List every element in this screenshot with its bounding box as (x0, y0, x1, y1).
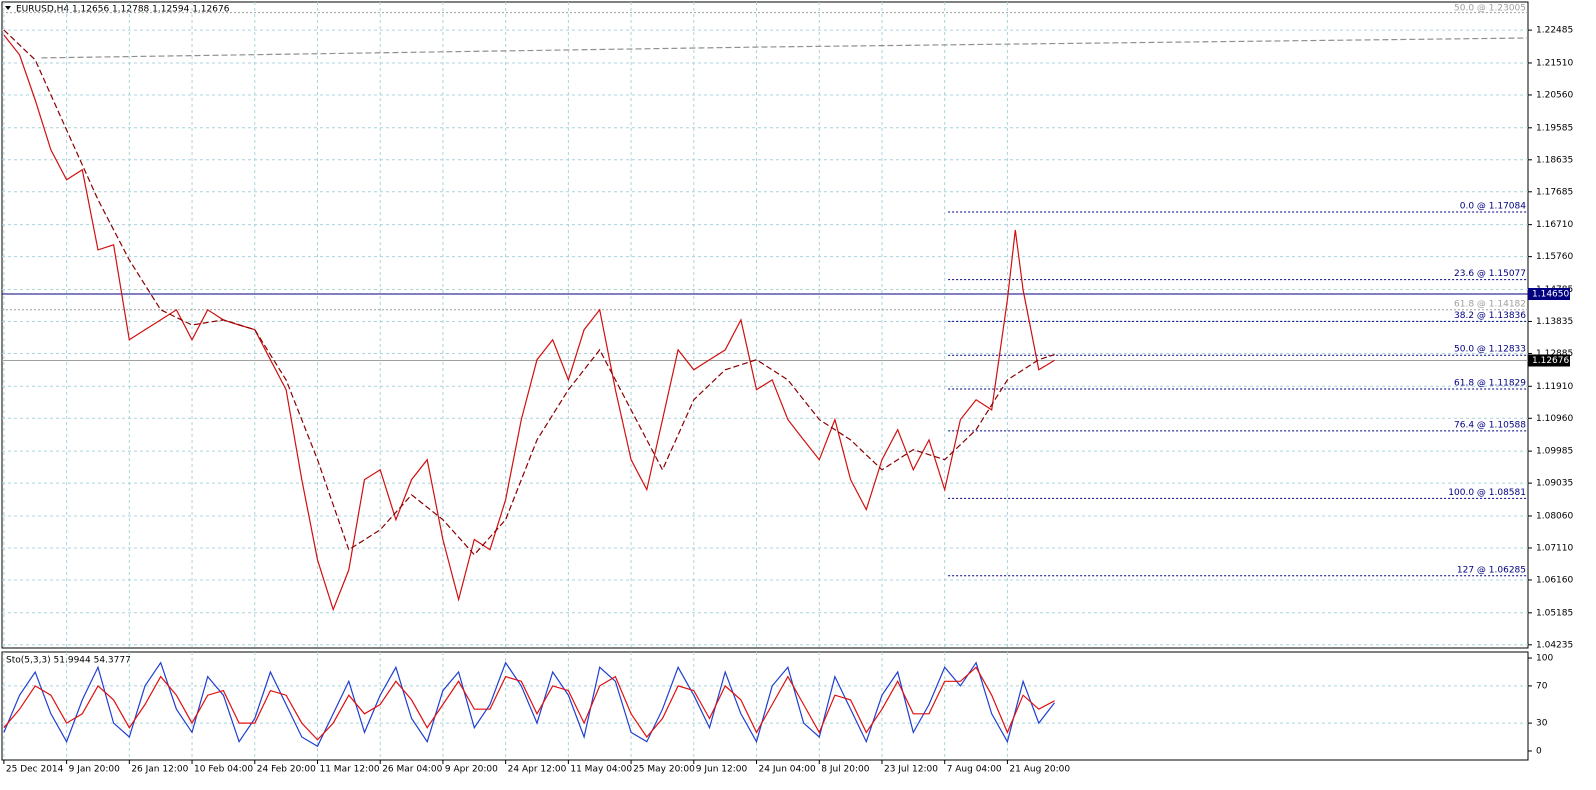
price-box (1528, 288, 1570, 301)
y-tick-label: 1.05185 (1536, 608, 1573, 618)
x-tick-label: 23 Jul 12:00 (884, 765, 938, 775)
y-tick-label: 1.18635 (1536, 155, 1573, 165)
x-tick-label: 26 Jan 12:00 (131, 765, 188, 775)
x-tick-label: 24 Feb 20:00 (257, 765, 316, 775)
y-tick-label: 1.06160 (1536, 575, 1573, 585)
x-tick-label: 25 May 20:00 (633, 765, 695, 775)
series-line (3, 29, 1055, 556)
y-tick-label: 1.10960 (1536, 414, 1573, 424)
x-tick-label: 24 Apr 12:00 (508, 765, 567, 775)
fib-label: 61.8 @ 1.11829 (1454, 379, 1526, 389)
chart-title: EURUSD,H4 1.12656 1.12788 1.12594 1.1267… (16, 5, 230, 15)
series-line (3, 661, 1055, 748)
fib-label: 50.0 @ 1.12833 (1454, 345, 1526, 355)
price-box-label: 1.12676 (1532, 356, 1569, 366)
fib-label: 127 @ 1.06285 (1457, 565, 1526, 575)
x-tick-label: 21 Aug 20:00 (1009, 765, 1070, 775)
x-tick-label: 25 Dec 2014 (6, 765, 64, 775)
y-tick-label: 1.09985 (1536, 447, 1573, 457)
fib-label: 38.2 @ 1.13836 (1454, 311, 1526, 321)
y-tick-label: 1.04235 (1536, 640, 1573, 650)
y-tick-label: 1.17685 (1536, 187, 1573, 197)
x-tick-label: 24 Jun 04:00 (759, 765, 816, 775)
y-tick-label: 1.15760 (1536, 252, 1573, 262)
indicator-title: Sto(5,3,3) 51.9944 54.3777 (6, 656, 131, 666)
y-tick-label: 1.20560 (1536, 90, 1573, 100)
series-line (41, 37, 1528, 59)
y-tick-label: 1.16710 (1536, 220, 1573, 230)
fib-label: 0.0 @ 1.17084 (1460, 202, 1527, 212)
y-tick-label: 1.11910 (1536, 382, 1573, 392)
y-tick-label: 1.21510 (1536, 58, 1573, 68)
price-box-label: 1.14650 (1532, 290, 1569, 300)
y-tick-label: 1.19585 (1536, 123, 1573, 133)
y-tick-label: 1.09035 (1536, 479, 1573, 489)
series-line (3, 666, 1055, 741)
x-tick-label: 9 Jun 12:00 (696, 765, 748, 775)
y-tick-label: 1.08060 (1536, 511, 1573, 521)
stochastic-panel (1, 651, 1529, 761)
main-panel (1, 1, 1529, 649)
y-tick-label: 1.07110 (1536, 543, 1573, 553)
fib-label: 23.6 @ 1.15077 (1454, 269, 1526, 279)
x-tick-label: 10 Feb 04:00 (194, 765, 253, 775)
x-tick-label: 11 May 04:00 (570, 765, 632, 775)
y-tick-label: 70 (1536, 681, 1548, 691)
x-tick-label: 11 Mar 12:00 (319, 765, 379, 775)
y-tick-label: 1.13835 (1536, 317, 1573, 327)
x-tick-label: 9 Apr 20:00 (445, 765, 498, 775)
x-tick-label: 8 Jul 20:00 (821, 765, 870, 775)
price-box (1528, 354, 1570, 367)
fib-label: 76.4 @ 1.10588 (1454, 420, 1526, 430)
fib-label: 61.8 @ 1.14182 (1454, 299, 1526, 309)
x-tick-label: 7 Aug 04:00 (947, 765, 1002, 775)
y-tick-label: 1.12885 (1536, 349, 1573, 359)
menu-arrow[interactable] (5, 6, 11, 10)
x-tick-label: 26 Mar 04:00 (382, 765, 442, 775)
y-tick-label: 0 (1536, 746, 1542, 756)
y-tick-label: 30 (1536, 719, 1548, 729)
fib-label: 100.0 @ 1.08581 (1448, 488, 1526, 498)
y-tick-label: 100 (1536, 654, 1553, 664)
x-tick-label: 9 Jan 20:00 (69, 765, 121, 775)
fib-label: 50.0 @ 1.23005 (1454, 4, 1526, 14)
y-tick-label: 1.22485 (1536, 26, 1573, 36)
